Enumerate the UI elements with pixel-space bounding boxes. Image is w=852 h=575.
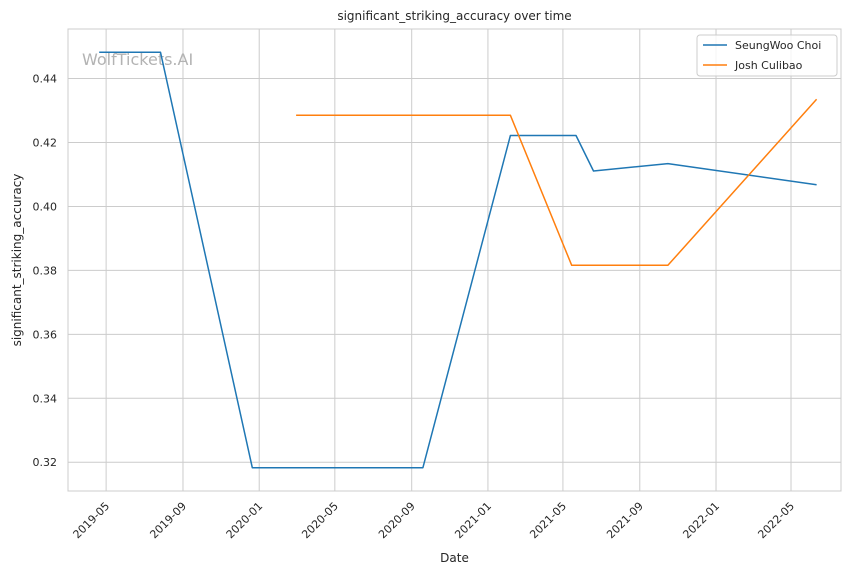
legend-label-seungwoo-choi: SeungWoo Choi [735, 39, 821, 52]
y-axis-title: significant_striking_accuracy [10, 174, 24, 347]
x-tick-label: 2020-05 [299, 500, 341, 542]
y-tick-label: 0.42 [33, 137, 58, 150]
x-tick-label: 2021-05 [527, 500, 569, 542]
x-tick-label: 2022-01 [680, 500, 722, 542]
x-tick-label: 2021-09 [604, 500, 646, 542]
y-tick-label: 0.40 [33, 200, 58, 213]
y-tick-labels: 0.32 0.34 0.36 0.38 0.40 0.42 0.44 [33, 73, 58, 470]
x-tick-label: 2019-09 [147, 500, 189, 542]
chart-title: significant_striking_accuracy over time [337, 9, 571, 23]
x-tick-label: 2020-01 [224, 500, 266, 542]
watermark-text: WolfTickets.AI [82, 50, 193, 69]
x-tick-label: 2021-01 [452, 500, 494, 542]
x-gridlines [105, 29, 792, 491]
legend: SeungWoo Choi Josh Culibao [696, 34, 838, 77]
x-tick-label: 2020-09 [376, 500, 418, 542]
y-tick-label: 0.36 [33, 328, 58, 341]
y-tick-label: 0.32 [33, 456, 58, 469]
series-line-seungwoo-choi [99, 51, 817, 469]
x-axis-title: Date [440, 551, 469, 565]
legend-frame [696, 34, 838, 77]
y-gridlines [68, 78, 841, 463]
series-layer [99, 51, 818, 469]
y-tick-label: 0.44 [33, 73, 58, 86]
y-tick-label: 0.34 [33, 392, 58, 405]
x-tick-label: 2019-05 [71, 500, 113, 542]
series-line-josh-culibao [296, 98, 818, 267]
legend-label-josh-culibao: Josh Culibao [734, 59, 803, 72]
x-tick-labels: 2019-05 2019-09 2020-01 2020-05 2020-09 2021-… [71, 500, 798, 542]
x-tick-label: 2022-05 [755, 500, 797, 542]
y-tick-label: 0.38 [33, 264, 58, 277]
plot-area [67, 28, 842, 492]
